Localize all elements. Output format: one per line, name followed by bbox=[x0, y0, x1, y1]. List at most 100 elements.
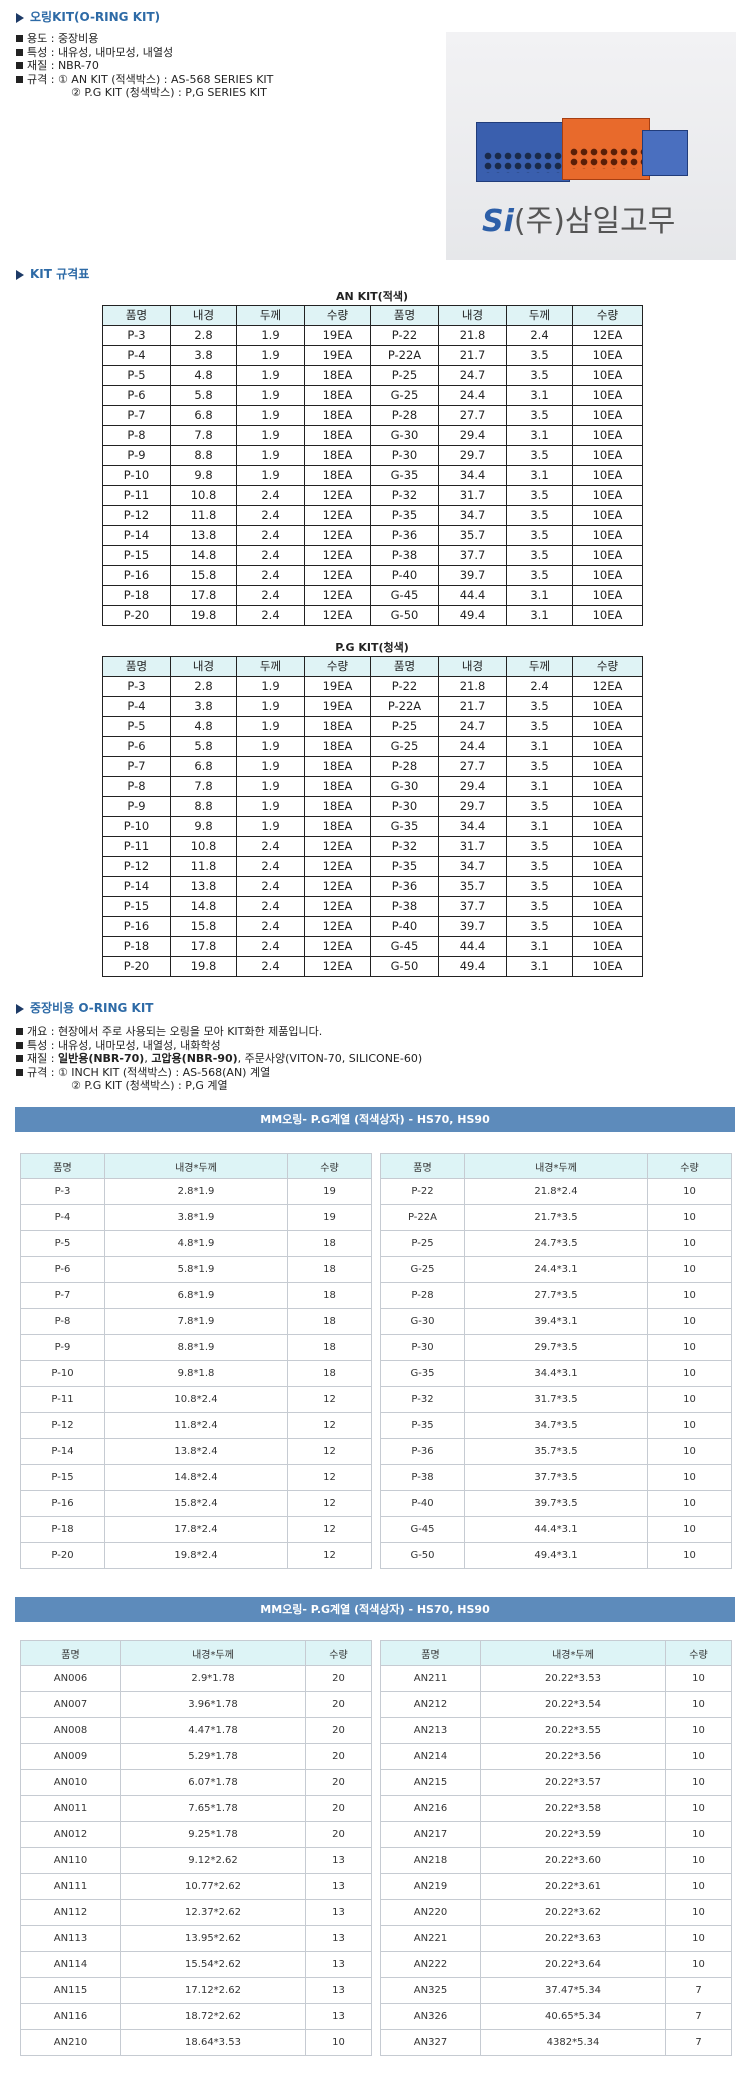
table-cell: 13 bbox=[305, 1977, 372, 2004]
table-cell: P-16 bbox=[102, 916, 171, 937]
mm-pg-table-right: 품명 내경*두께 수량 P-22 21.8*2.4 10 P-22A 21.7*3.5 10 P-… bbox=[380, 1153, 732, 1569]
column-header: 수량 bbox=[647, 1153, 732, 1179]
table-cell: 31.7*3.5 bbox=[464, 1386, 648, 1413]
table-cell: 8.8*1.9 bbox=[104, 1334, 288, 1361]
table-row: AN214 20.22*3.56 10 bbox=[380, 1743, 732, 1770]
table-cell: 14.8 bbox=[170, 896, 237, 917]
spec-section-title: KIT 규격표 bbox=[14, 266, 89, 282]
table-cell: AN115 bbox=[20, 1977, 121, 2004]
table-cell: P-32 bbox=[380, 1386, 465, 1413]
table-cell: 20 bbox=[305, 1769, 372, 1796]
table-row: P-3 2.8 1.9 19EA P-22 21.8 2.4 12EA bbox=[102, 676, 643, 697]
table-row: AN110 9.12*2.62 13 bbox=[20, 1847, 372, 1874]
table-cell: 10EA bbox=[572, 565, 643, 586]
table-cell: P-16 bbox=[20, 1490, 105, 1517]
table-cell: 13 bbox=[305, 1873, 372, 1900]
column-header: 두께 bbox=[236, 305, 305, 326]
pg-kit-caption: P.G KIT(청색) bbox=[335, 641, 409, 654]
table-cell: G-50 bbox=[380, 1542, 465, 1569]
table-cell: 3.1 bbox=[506, 465, 573, 486]
info-line: 특성 : 내유성, 내마모성, 내열성 bbox=[14, 46, 273, 60]
table-cell: 1.9 bbox=[236, 736, 305, 757]
table-cell: 18EA bbox=[304, 796, 371, 817]
table-cell: 2.4 bbox=[236, 936, 305, 957]
table-cell: 49.4*3.1 bbox=[464, 1542, 648, 1569]
table-cell: P-12 bbox=[20, 1412, 105, 1439]
table-row: G-50 49.4*3.1 10 bbox=[380, 1542, 732, 1569]
table-cell: 20 bbox=[305, 1717, 372, 1744]
table-cell: 6.8*1.9 bbox=[104, 1282, 288, 1309]
table-cell: 39.4*3.1 bbox=[464, 1308, 648, 1335]
table-cell: P-12 bbox=[102, 856, 171, 877]
table-cell: 3.5 bbox=[506, 696, 573, 717]
table-cell: P-5 bbox=[20, 1230, 105, 1257]
table-cell: 4.47*1.78 bbox=[120, 1717, 306, 1744]
table-row: AN220 20.22*3.62 10 bbox=[380, 1899, 732, 1926]
table-cell: 18EA bbox=[304, 716, 371, 737]
table-cell: 29.7 bbox=[438, 445, 507, 466]
info-line: 재질 : NBR-70 bbox=[14, 59, 273, 73]
table-cell: 1.9 bbox=[236, 816, 305, 837]
table-cell: 29.4 bbox=[438, 425, 507, 446]
column-header: 품명 bbox=[380, 1640, 481, 1666]
table-cell: 1.9 bbox=[236, 345, 305, 366]
table-cell: 2.4 bbox=[236, 585, 305, 606]
table-row: P-15 14.8*2.4 12 bbox=[20, 1464, 372, 1491]
table-cell: P-7 bbox=[102, 405, 171, 426]
table-cell: 20.22*3.58 bbox=[480, 1795, 666, 1822]
info-line: 용도 : 중장비용 bbox=[14, 32, 273, 46]
table-cell: 10 bbox=[647, 1256, 732, 1283]
table-cell: 2.4 bbox=[236, 545, 305, 566]
table-cell: P-25 bbox=[370, 716, 439, 737]
table-row: P-14 13.8 2.4 12EA P-36 35.7 3.5 10EA bbox=[102, 525, 643, 546]
table-cell: P-36 bbox=[370, 525, 439, 546]
table-cell: 12EA bbox=[304, 565, 371, 586]
table-cell: P-28 bbox=[380, 1282, 465, 1309]
table-cell: 10 bbox=[665, 1665, 732, 1692]
table-cell: 2.9*1.78 bbox=[120, 1665, 306, 1692]
table-cell: 12EA bbox=[304, 525, 371, 546]
table-cell: P-6 bbox=[20, 1256, 105, 1283]
table-cell: 3.1 bbox=[506, 816, 573, 837]
table-cell: 20.22*3.56 bbox=[480, 1743, 666, 1770]
table-cell: 12EA bbox=[304, 936, 371, 957]
column-header: 품명 bbox=[380, 1153, 465, 1179]
table-cell: 12EA bbox=[304, 605, 371, 626]
table-cell: AN325 bbox=[380, 1977, 481, 2004]
table-row: AN326 40.65*5.34 7 bbox=[380, 2003, 732, 2030]
table-row: G-35 34.4*3.1 10 bbox=[380, 1360, 732, 1387]
table-cell: 10 bbox=[647, 1230, 732, 1257]
table-header-row: 품명 내경*두께 수량 bbox=[380, 1153, 732, 1179]
table-cell: P-28 bbox=[370, 405, 439, 426]
table-cell: 10 bbox=[647, 1308, 732, 1335]
table-cell: 3.1 bbox=[506, 585, 573, 606]
table-cell: 11.8*2.4 bbox=[104, 1412, 288, 1439]
table-cell: P-22A bbox=[380, 1204, 465, 1231]
table-cell: 10 bbox=[665, 1821, 732, 1848]
table-cell: 3.8 bbox=[170, 345, 237, 366]
column-header: 품명 bbox=[102, 656, 171, 677]
table-cell: P-35 bbox=[380, 1412, 465, 1439]
table-cell: 15.8*2.4 bbox=[104, 1490, 288, 1517]
table-cell: P-22 bbox=[380, 1178, 465, 1205]
table-cell: 7 bbox=[665, 1977, 732, 2004]
table-cell: 2.4 bbox=[236, 836, 305, 857]
product-photo: Si(주)삼일고무 bbox=[446, 32, 736, 260]
table-cell: 20 bbox=[305, 1665, 372, 1692]
table-cell: AN215 bbox=[380, 1769, 481, 1796]
table-cell: 37.47*5.34 bbox=[480, 1977, 666, 2004]
table-cell: 18.64*3.53 bbox=[120, 2029, 306, 2056]
table-cell: 19EA bbox=[304, 696, 371, 717]
table-cell: 20.22*3.63 bbox=[480, 1925, 666, 1952]
table-cell: 1.9 bbox=[236, 425, 305, 446]
table-cell: 3.5 bbox=[506, 565, 573, 586]
table-cell: AN116 bbox=[20, 2003, 121, 2030]
table-cell: 27.7 bbox=[438, 756, 507, 777]
table-cell: AN210 bbox=[20, 2029, 121, 2056]
table-cell: P-20 bbox=[102, 605, 171, 626]
table-cell: 18 bbox=[287, 1256, 372, 1283]
table-cell: P-25 bbox=[380, 1230, 465, 1257]
table-cell: 12EA bbox=[304, 956, 371, 977]
mm-an-table-right: 품명 내경*두께 수량 AN211 20.22*3.53 10 AN212 20.22*3.5… bbox=[380, 1640, 732, 2056]
table-cell: 4382*5.34 bbox=[480, 2029, 666, 2056]
